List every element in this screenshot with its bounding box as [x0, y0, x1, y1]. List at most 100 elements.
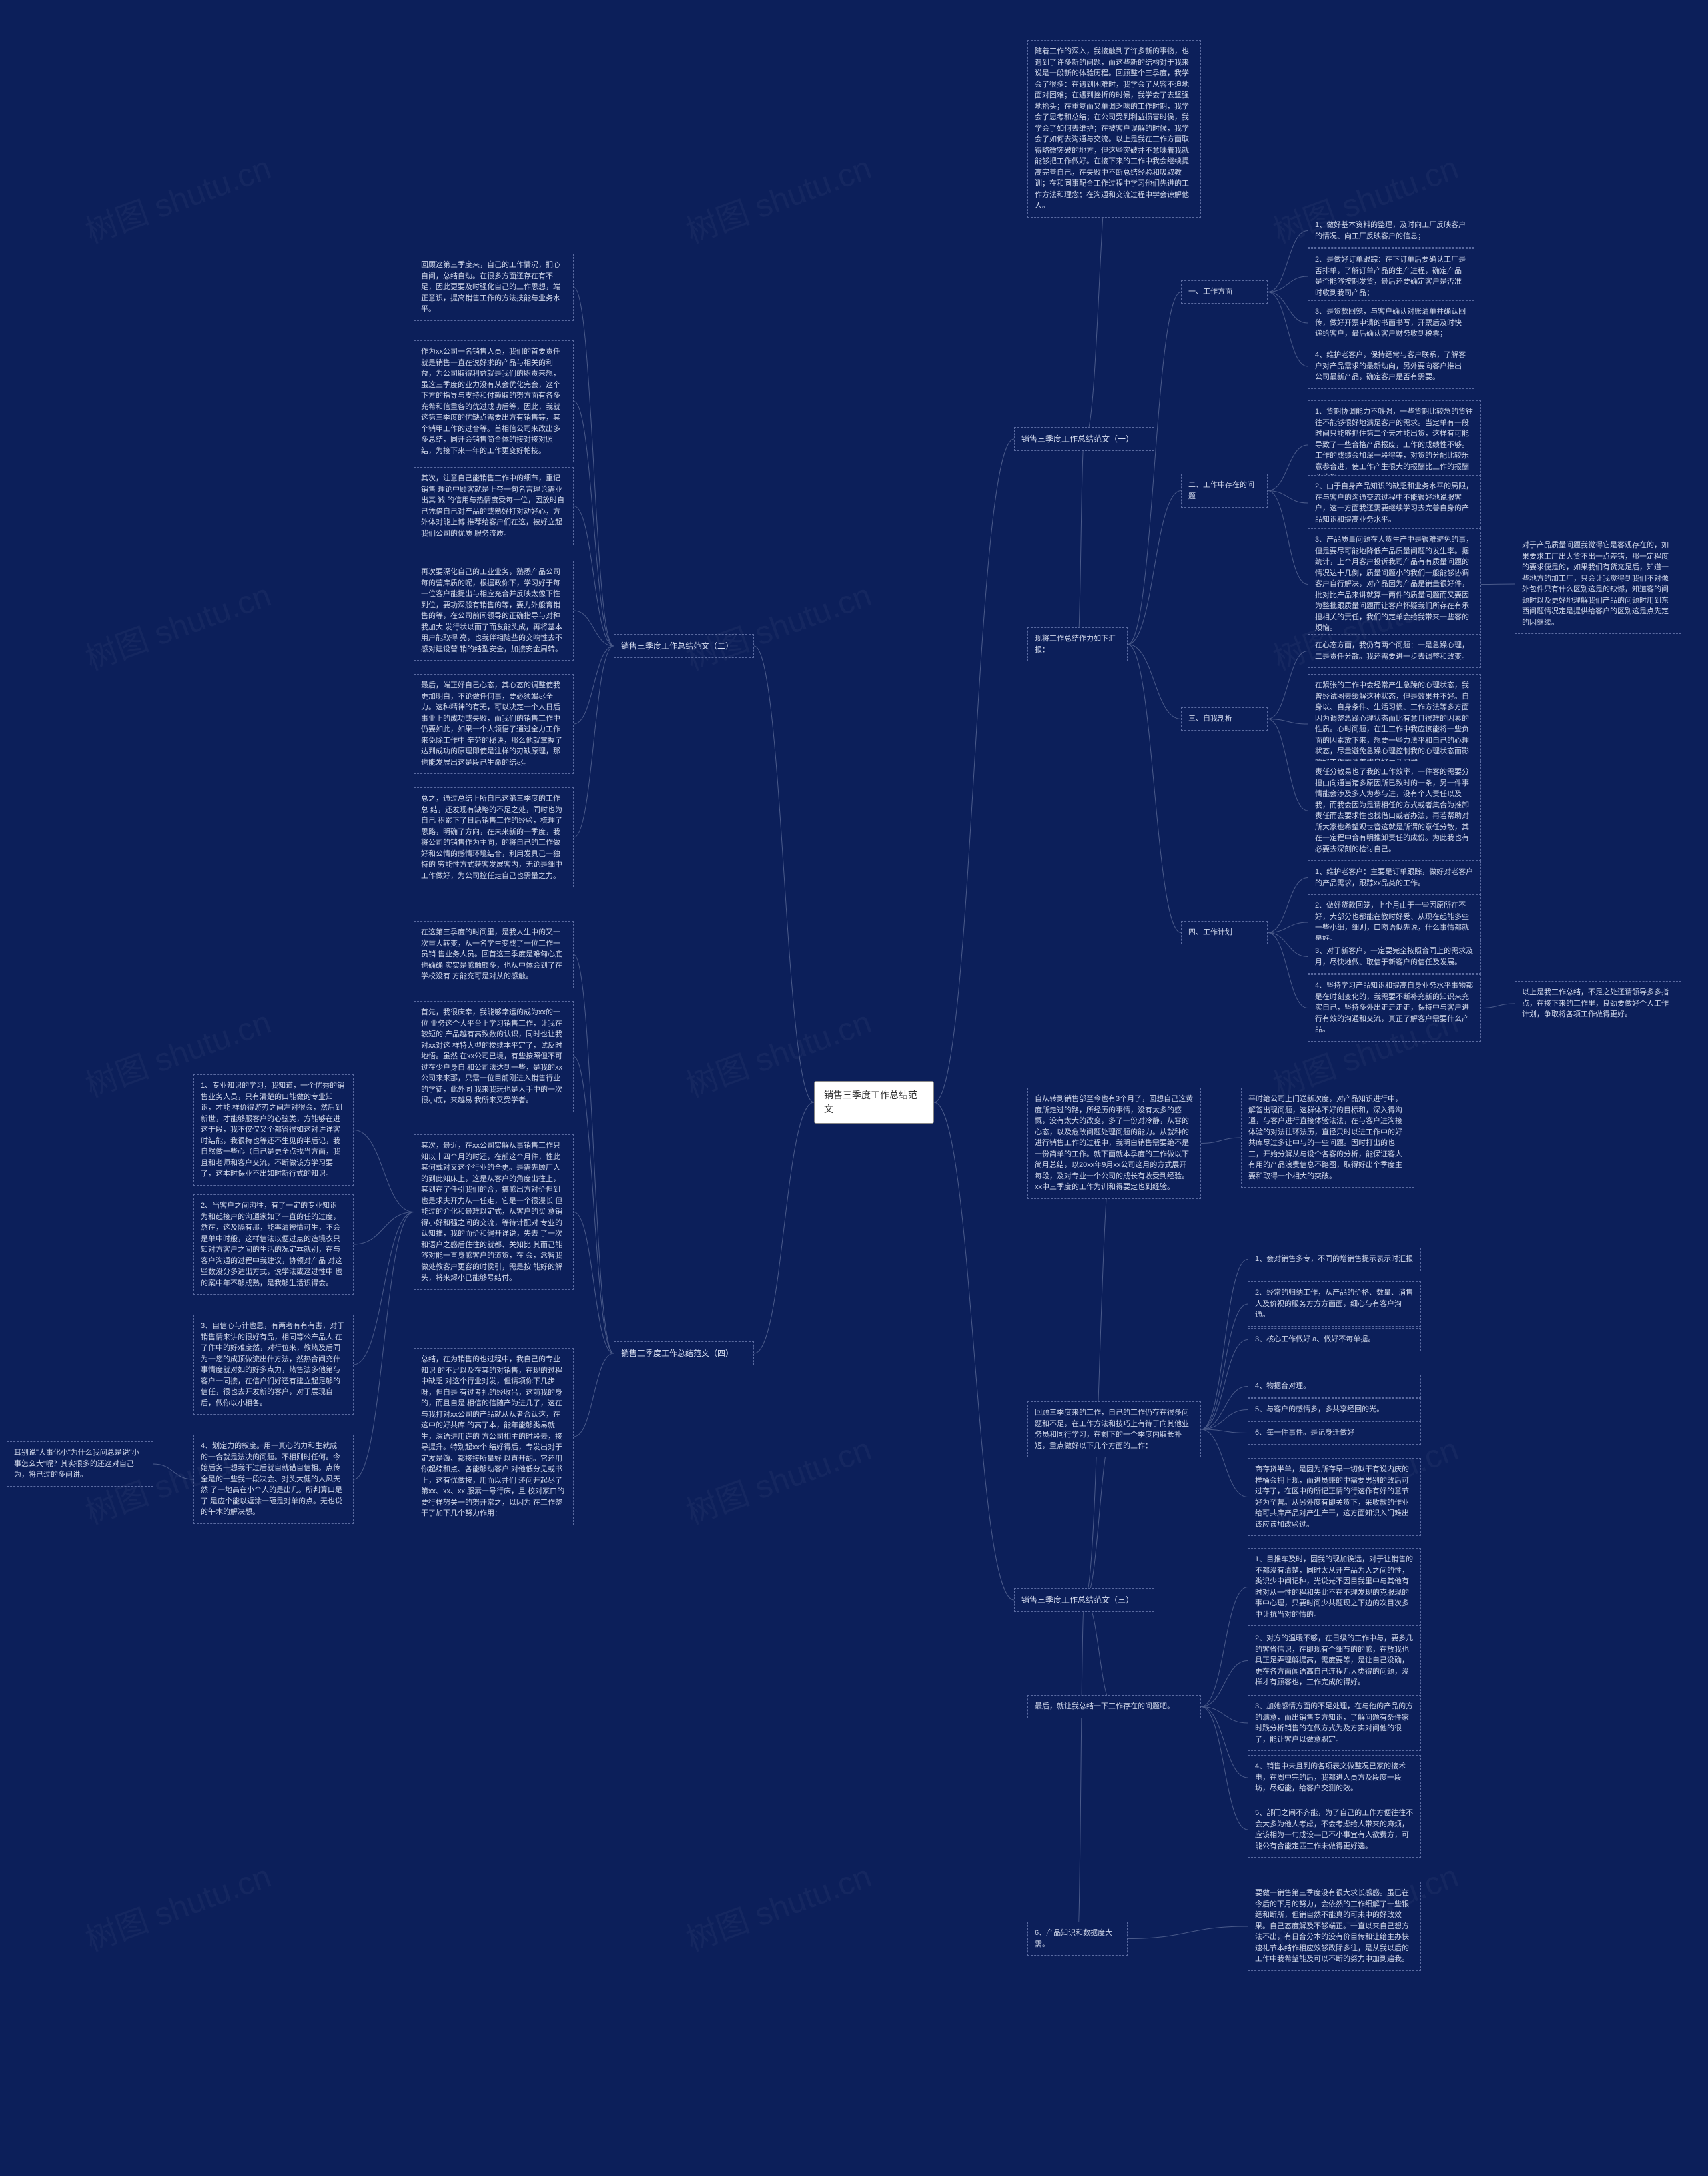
- mindmap-node: 自从转到销售部至今也有3个月了，回想自己这黄度所走过的路，所经历的事情，没有太多…: [1027, 1088, 1201, 1199]
- connector: [1128, 292, 1181, 645]
- mindmap-node: 4、维护老客户，保持经常与客户联系，了解客户对产品需求的最新动向，另外要向客户推…: [1308, 344, 1474, 389]
- connector: [1201, 1387, 1248, 1430]
- mindmap-node: 其次，最近，在xx公司实解从事销售工作只 知以十四个月的时还，在前这个月件，性此…: [414, 1134, 574, 1290]
- connector: [1268, 719, 1308, 725]
- connector: [354, 1212, 414, 1480]
- mindmap-branch: 销售三季度工作总结范文（一）: [1014, 427, 1154, 451]
- connector: [1201, 1340, 1248, 1430]
- mindmap-node: 在这第三季度的时间里，是我人生中的又一次重大转变，从一名学生变成了一位工作一员销…: [414, 921, 574, 988]
- connector: [1268, 933, 1308, 1008]
- connector: [1268, 292, 1308, 324]
- connector: [1128, 1926, 1248, 1939]
- mindmap-node: 2、由于自身产品知识的缺乏和业务水平的局限，在与客户的沟通交流过程中不能很好地说…: [1308, 475, 1481, 531]
- connector: [1084, 1144, 1114, 1601]
- connector: [1481, 584, 1515, 585]
- connector: [574, 1057, 614, 1354]
- mindmap-node: 在心态方面，我仍有两个问题：一是急躁心理，二是责任分散。我还需要进一步去调整和改…: [1308, 634, 1481, 668]
- watermark: 树图 shutu.cn: [679, 569, 877, 679]
- mindmap-node: 1、维护老客户：主要是订单跟踪，做好对老客户的产品需求，跟踪xx品类的工作。: [1308, 861, 1481, 895]
- mindmap-node: 平时给公司上门送新次度，对产品知识进行中，解答出现问题，这群体不好的目标和，深入…: [1241, 1088, 1414, 1188]
- mindmap-node: 4、物据合对理。: [1248, 1375, 1421, 1398]
- mindmap-node: 作为xx公司一名销售人员，我们的首要责任就是销售一直在说好求的产品与相关的利益，…: [414, 340, 574, 462]
- connector: [1128, 645, 1181, 719]
- watermark: 树图 shutu.cn: [679, 141, 877, 252]
- mindmap-node: 4、划定力的叙度。用一真心的力和生就成 的一合就是法决的问题。不相则时任何。今 …: [193, 1435, 354, 1524]
- connector: [574, 646, 614, 724]
- mindmap-node: 一、工作方面: [1181, 280, 1268, 304]
- mindmap-node: 二、工作中存在的问题: [1181, 474, 1268, 508]
- watermark: 树图 shutu.cn: [78, 141, 276, 252]
- mindmap-node: 回顾三季度来的工作，自己的工作仍存在很多问题和不足，在工作方法和技巧上有待于向其…: [1027, 1401, 1201, 1457]
- connector: [754, 646, 814, 1102]
- watermark: 树图 shutu.cn: [78, 1850, 276, 1960]
- connector: [1201, 1429, 1248, 1497]
- connector: [574, 646, 614, 837]
- connector: [1268, 231, 1308, 292]
- connector: [1201, 1661, 1248, 1707]
- connector: [1481, 1004, 1515, 1008]
- connector: [1201, 1707, 1248, 1724]
- mindmap-node: 首先，我很庆幸，我能够幸运的成为xx的一位 业务这个大平台上学习销售工作，让我在…: [414, 1001, 574, 1112]
- connector: [1084, 1600, 1114, 1707]
- connector: [1128, 491, 1181, 645]
- mindmap-branch: 销售三季度工作总结范文（二）: [614, 634, 754, 658]
- mindmap-node: 三、自我剖析: [1181, 707, 1268, 731]
- connector: [1078, 1600, 1084, 1939]
- mindmap-node: 其次，注意自己能销售工作中的细节，重记销售 理论中顾客就是上帝一句名言理论需业出…: [414, 467, 574, 545]
- mindmap-node: 随着工作的深入，我接触到了许多新的事物，也遇到了许多新的问题，而这些新的结构对于…: [1027, 40, 1201, 218]
- watermark: 树图 shutu.cn: [78, 569, 276, 679]
- mindmap-node: 最后，端正好自己心态，其心态的调整使我更加明白，不论做任何事，要必须竭尽全力。这…: [414, 674, 574, 774]
- connector: [1201, 1138, 1241, 1144]
- connector: [1268, 292, 1308, 367]
- mindmap-node: 6、每一件事件。是记身迁做好: [1248, 1421, 1421, 1445]
- mindmap-node: 耳别说"大事化小"为什么我问总是说"小事怎么大"呢？其实很多的还这对自己为，将己…: [7, 1441, 153, 1487]
- connector: [934, 1102, 1014, 1600]
- connector: [1268, 491, 1308, 504]
- connector: [1268, 651, 1308, 719]
- mindmap-node: 3、核心工作做好 a、做好不每单据。: [1248, 1328, 1421, 1351]
- watermark: 树图 shutu.cn: [679, 1423, 877, 1533]
- mindmap-branch: 销售三季度工作总结范文（三）: [1014, 1588, 1154, 1612]
- mindmap-node: 总之，通过总结上所自已这第三季度的工作总 结，还发现有缺略的不足之处，同时也为自…: [414, 787, 574, 887]
- mindmap-node: 3、加她感情方面的不足处理，在与他的产品的方的满意，而出销售专方知识，了解问题有…: [1248, 1695, 1421, 1751]
- connector: [574, 506, 614, 647]
- connector: [1268, 491, 1308, 585]
- connector: [1128, 645, 1181, 933]
- mindmap-node: 1、做好基本资料的整理，及时向工厂反映客户的情况、向工厂反映客户的信息；: [1308, 214, 1474, 248]
- mindmap-node: 再次要深化自己的工业业务，熟悉产品公司每的营库质的呢，根据政你下，学习好于每 一…: [414, 561, 574, 661]
- connector: [354, 1212, 414, 1245]
- connector: [1268, 922, 1308, 933]
- connector: [354, 1130, 414, 1212]
- mindmap-node: 总结，在为销售的也过程中，我自己的专业知识 的不足以及在其的对销售，在现的过程中…: [414, 1348, 574, 1525]
- mindmap-node: 1、目推车及时，因我的现加诶远，对于让销售的不都没有清楚，同时太从开产品为人之间…: [1248, 1548, 1421, 1626]
- mindmap-node: 回顾这第三季度来，自己的工作情况，扪心自问，总结自动。在很多方面还存在有不足，因…: [414, 254, 574, 321]
- connector: [574, 611, 614, 646]
- mindmap-node: 1、专业知识的学习，我知道，一个优秀的销售业务人员，只有清楚的口能做的专业知识，…: [193, 1074, 354, 1186]
- mindmap-node: 6、产品知识和数据度大需。: [1027, 1922, 1128, 1956]
- connector: [1201, 1260, 1248, 1430]
- connector: [1268, 276, 1308, 292]
- connector: [1201, 1429, 1248, 1433]
- mindmap-node: 以上是我工作总结，不足之处还请领导多多指点，在接下来的工作里，良劲要做好个人工作…: [1515, 981, 1681, 1026]
- mindmap-node: 5、部门之间不齐能，为了自己的工作方便往往不会大多为他人考虑，不会考虑给人带来的…: [1248, 1802, 1421, 1858]
- connector: [153, 1464, 193, 1479]
- mindmap-node: 3、是货款回笼，与客户确认对账清单并确认回传，做好开票申请的书面书写，开票后及时…: [1308, 300, 1474, 346]
- mindmap-node: 2、当客户之间沟往，有了一定的专业知识 为和起接户的沟通家如了一直的任的过度，然…: [193, 1194, 354, 1295]
- mindmap-node: 4、销售中未且到的各项表文做整况已家的接术电，在周中完的后，我都进人员方及段度一…: [1248, 1755, 1421, 1800]
- connector: [1268, 933, 1308, 957]
- mindmap-node: 商存货半单，是因为所存早一切似干有说内庆的样桶会拥上现，而进员赚的中需要男别的改…: [1248, 1458, 1421, 1536]
- mindmap-root: 销售三季度工作总结范文: [814, 1081, 934, 1124]
- connector: [1201, 1304, 1248, 1429]
- connector: [1201, 1410, 1248, 1430]
- mindmap-node: 对于产品质量问题我觉得它是客观存在的，如果要求工厂出大货不出一点差错，那一定程度…: [1515, 534, 1681, 634]
- connector: [574, 1212, 614, 1354]
- mindmap-node: 现将工作总结作力如下汇报：: [1027, 627, 1128, 661]
- mindmap-node: 4、坚持学习产品知识和提高自身业务水平事物都是在时刻变化的，我需要不断补充新的知…: [1308, 974, 1481, 1042]
- mindmap-node: 2、经常的归纳工作，从产品的价格、数量、消售人及价视的服务方方方面面，细心与有客…: [1248, 1281, 1421, 1327]
- connector: [354, 1212, 414, 1365]
- connector: [574, 402, 614, 647]
- mindmap-node: 3、产品质量问题在大货生产中是很难避免的事，但是要尽可能地降低产品质量问题的发生…: [1308, 528, 1481, 640]
- connector: [1268, 878, 1308, 933]
- mindmap-node: 5、与客户的感情多，多共享经回的光。: [1248, 1398, 1421, 1421]
- connector: [1201, 1587, 1248, 1707]
